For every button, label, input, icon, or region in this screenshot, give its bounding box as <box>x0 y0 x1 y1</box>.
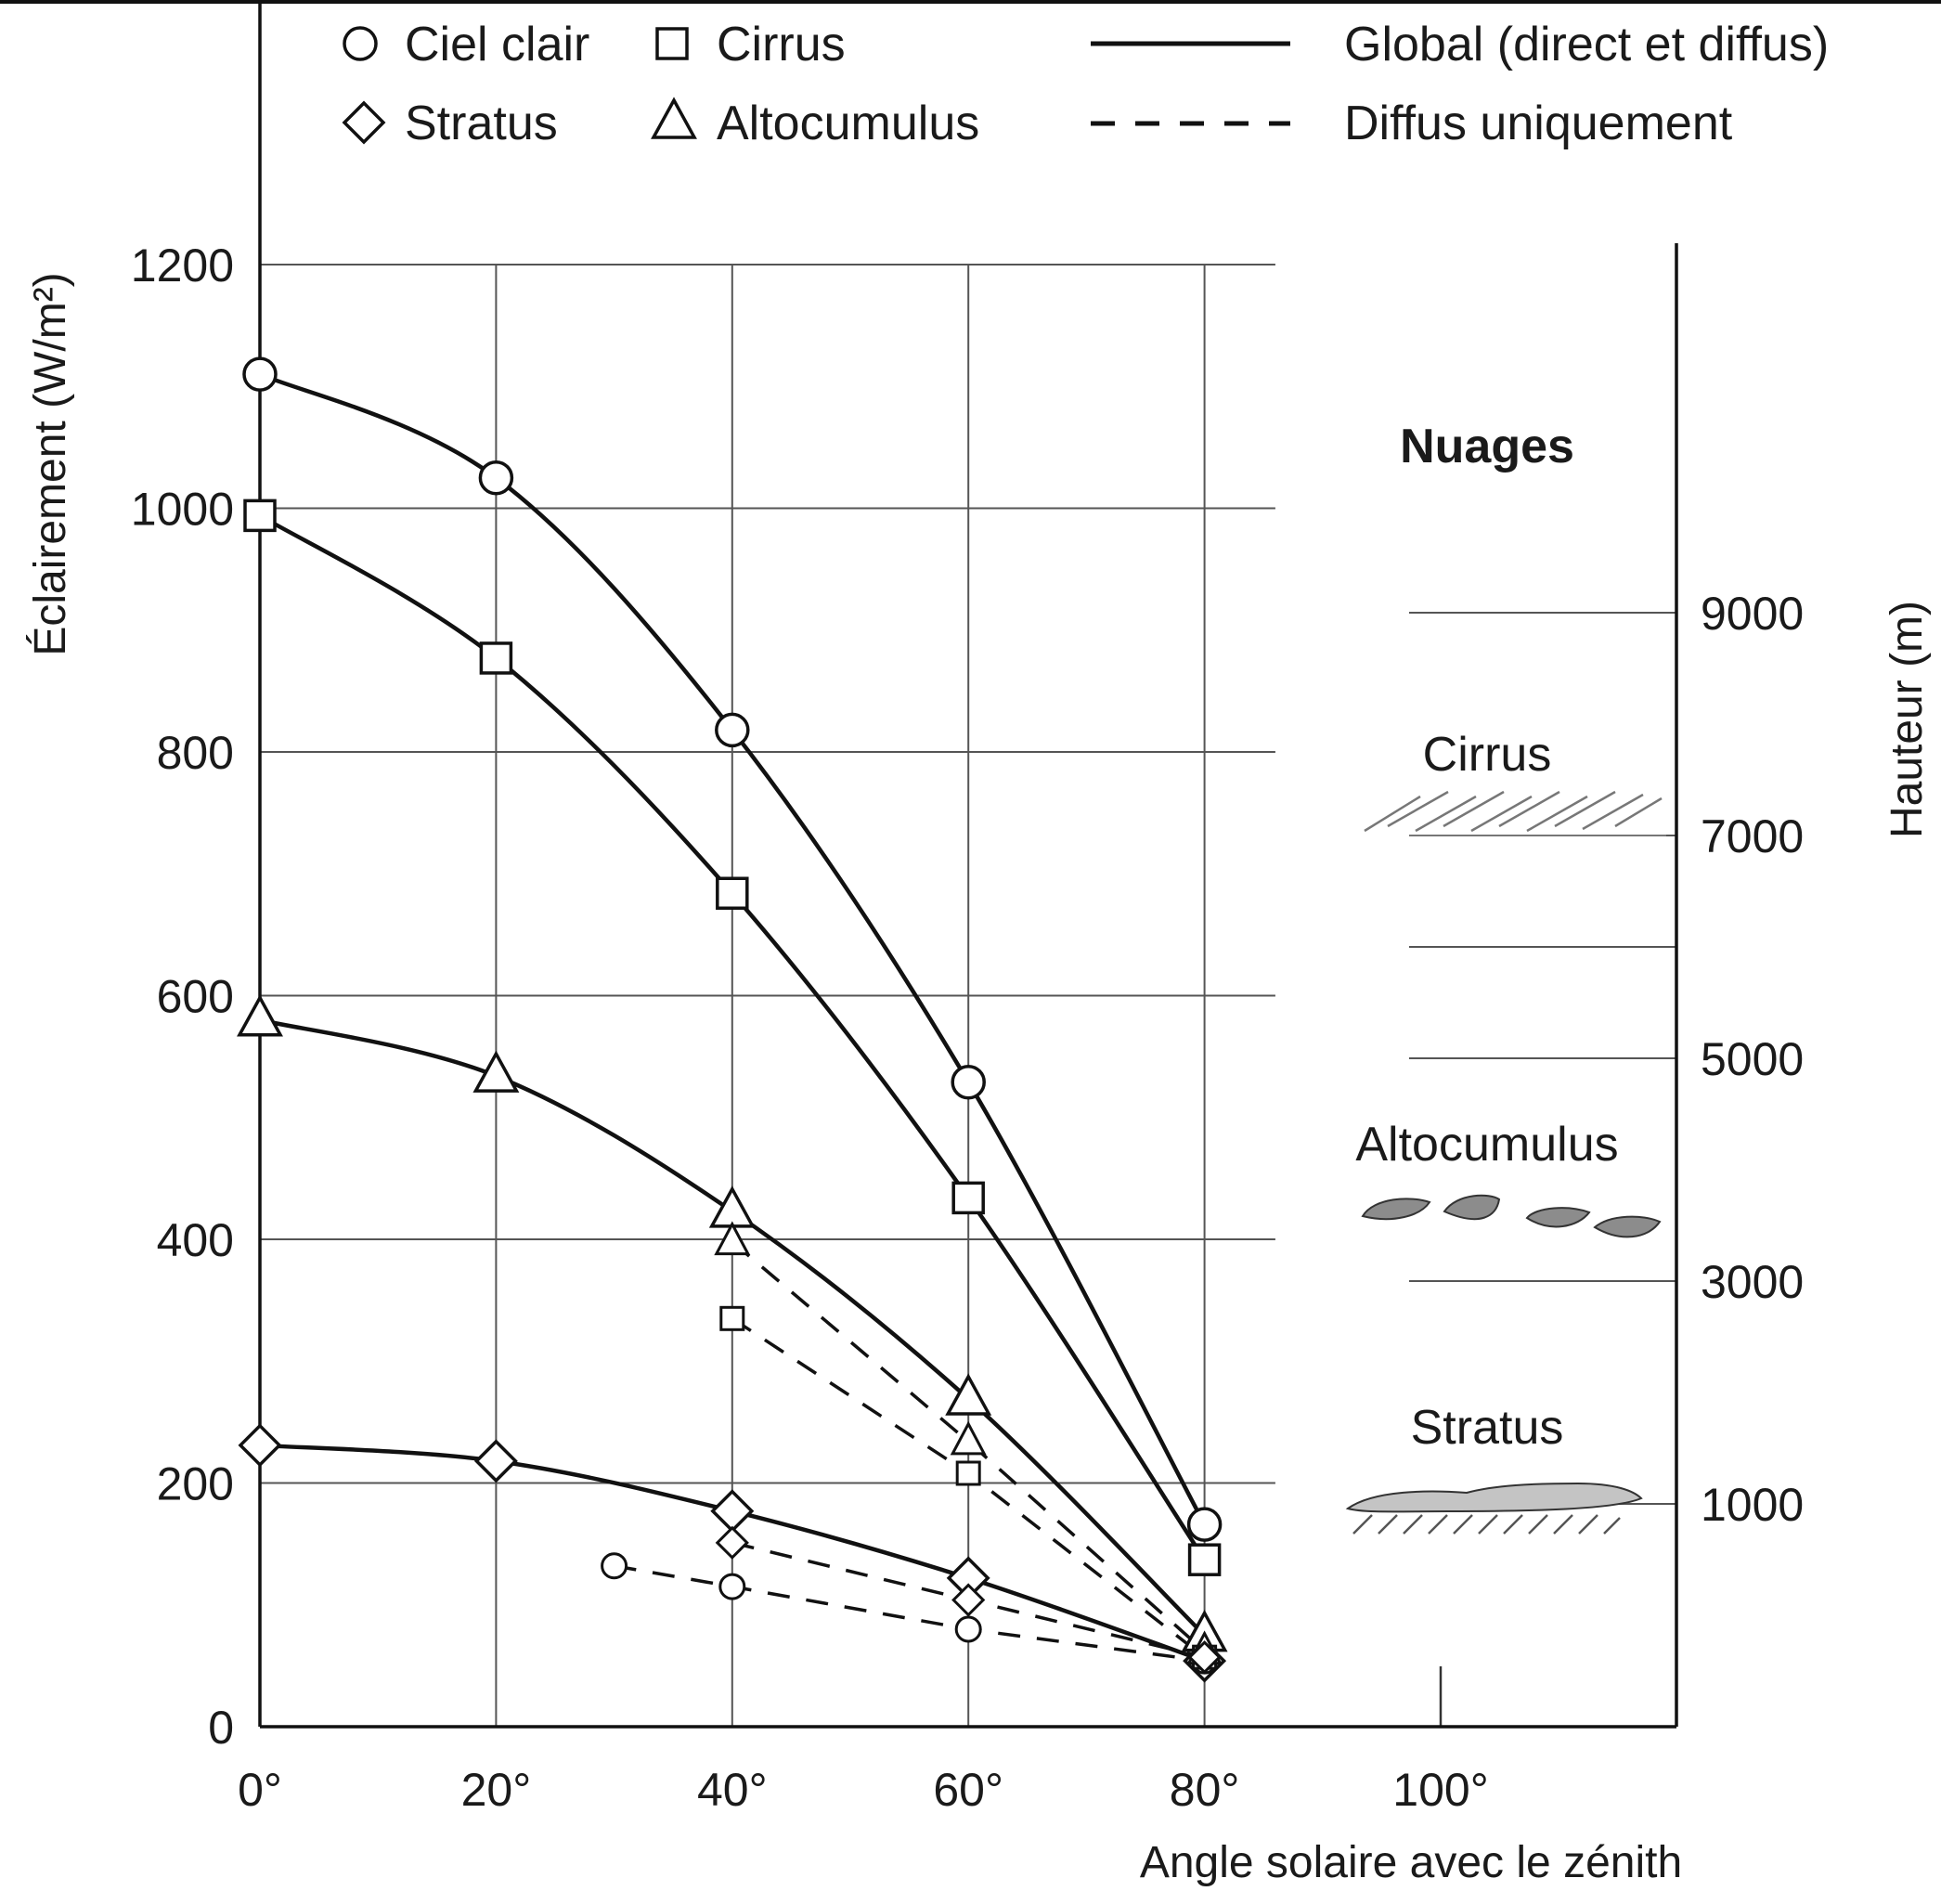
altocumulus-cloud-icon <box>1361 1194 1662 1238</box>
y2-tick-label: 9000 <box>1701 588 1804 640</box>
legend-label-ciel-clair: Ciel clair <box>405 18 589 71</box>
y2-tick-label: 7000 <box>1701 810 1804 862</box>
data-point-square <box>719 1305 745 1331</box>
stratus-cloud-icon <box>1345 1482 1643 1535</box>
data-point-circle <box>715 712 750 748</box>
cirrus-cloud-icon <box>1364 790 1666 836</box>
legend-label-stratus: Stratus <box>405 97 558 150</box>
data-point-diamond <box>238 1423 282 1468</box>
data-point-circle <box>951 1064 986 1100</box>
y-axis-title: Éclairement (W/m²) <box>26 272 75 655</box>
data-point-circle <box>718 1573 746 1600</box>
legend-label-diffus: Diffus uniquement <box>1344 97 1733 150</box>
data-point-triangle <box>472 1050 520 1093</box>
cloud-label-stratus: Stratus <box>1411 1401 1564 1455</box>
data-point-circle <box>242 356 278 392</box>
data-point-square <box>716 876 749 910</box>
cloud-label-cirrus: Cirrus <box>1423 728 1552 782</box>
tick-labels: 0 200 400 600 800 1000 1200 0° 20° 40° 60° 80° 100° 1… <box>131 240 1804 1816</box>
legend: Ciel clair Cirrus Stratus Altocumulus Gl… <box>342 18 1829 150</box>
x-tick-label: 40° <box>697 1764 768 1816</box>
markers-layer <box>237 356 1228 1683</box>
y-tick-label: 200 <box>157 1458 234 1510</box>
legend-marker-diamond <box>342 100 386 145</box>
data-point-square <box>951 1181 985 1215</box>
y2-tick-label: 5000 <box>1701 1033 1804 1085</box>
data-point-triangle <box>714 1221 751 1256</box>
series-line-diffus <box>614 1564 1205 1663</box>
data-point-triangle <box>237 994 283 1037</box>
data-point-square <box>955 1460 981 1486</box>
data-point-circle <box>954 1615 982 1643</box>
series-line-diffus <box>731 1240 1206 1652</box>
data-point-diamond <box>951 1583 986 1617</box>
legend-label-cirrus: Cirrus <box>717 18 846 71</box>
x-tick-label: 100° <box>1392 1764 1488 1816</box>
clouds-panel: Nuages Cirrus Altocumulus Stratus <box>1345 420 1666 1535</box>
data-point-square <box>243 499 277 533</box>
data-point-diamond <box>710 1489 755 1534</box>
legend-marker-triangle <box>651 97 697 139</box>
legend-label-global: Global (direct et diffus) <box>1344 18 1829 71</box>
clouds-title: Nuages <box>1400 420 1574 473</box>
y2-tick-label: 3000 <box>1701 1256 1804 1308</box>
data-point-triangle <box>708 1185 756 1228</box>
legend-marker-square <box>655 27 689 60</box>
data-point-circle <box>601 1552 628 1580</box>
y-tick-label: 1000 <box>131 484 234 536</box>
x-tick-label: 0° <box>238 1764 282 1816</box>
x-tick-label: 20° <box>461 1764 532 1816</box>
x-axis-title: Angle solaire avec le zénith <box>1140 1838 1682 1887</box>
data-point-diamond <box>715 1525 749 1560</box>
data-point-circle <box>1186 1507 1223 1542</box>
x-tick-label: 60° <box>933 1764 1003 1816</box>
y-tick-label: 1200 <box>131 240 234 291</box>
data-point-square <box>1187 1543 1222 1576</box>
legend-label-altocumulus: Altocumulus <box>717 97 979 150</box>
y2-tick-label: 1000 <box>1701 1479 1804 1531</box>
x-tick-label: 80° <box>1170 1764 1240 1816</box>
cloud-label-altocumulus: Altocumulus <box>1355 1118 1618 1172</box>
data-point-triangle <box>945 1373 992 1416</box>
series-line-global <box>258 513 1207 1561</box>
data-point-diamond <box>473 1439 518 1483</box>
y-tick-label: 400 <box>157 1214 234 1266</box>
y-tick-label: 0 <box>208 1702 234 1754</box>
data-point-diamond <box>1187 1640 1222 1675</box>
y-tick-label: 800 <box>157 727 234 779</box>
y2-axis-title: Hauteur (m) <box>1883 601 1932 838</box>
y-tick-label: 600 <box>157 971 234 1023</box>
data-point-square <box>479 641 513 675</box>
legend-marker-circle <box>343 26 378 61</box>
data-point-triangle <box>950 1420 987 1456</box>
series-line-global <box>259 372 1207 1526</box>
data-point-circle <box>478 460 514 496</box>
